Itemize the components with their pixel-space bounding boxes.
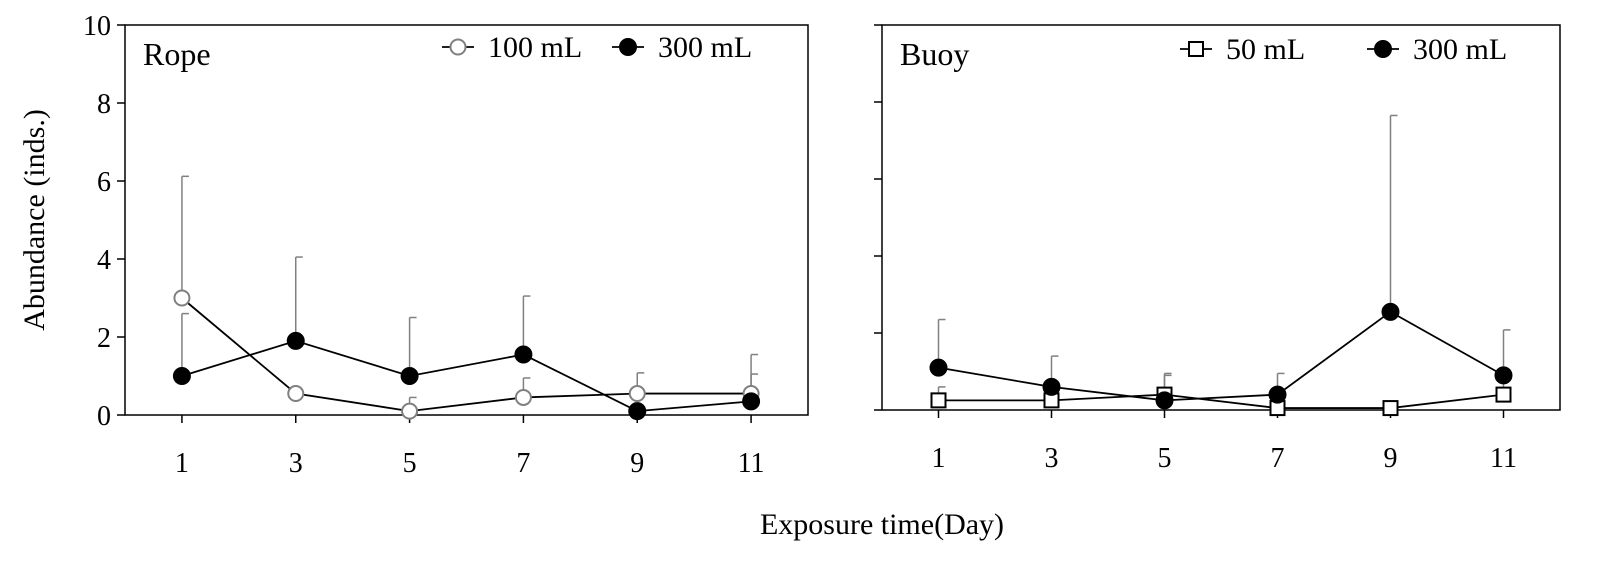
rope-legend-300ml-marker: [619, 38, 637, 56]
rope-legend-100ml-marker: [449, 38, 467, 56]
buoy-series-300ml-point: [1268, 385, 1287, 404]
rope-series-300ml-point: [742, 392, 761, 411]
rope-series-300ml-point: [172, 367, 191, 385]
rope-panel: 0 2 4 6 8 10 1 3 5 7 9 11 Rope 100 mL 300 mL: [83, 11, 809, 479]
buoy-x-tick-label: 5: [1158, 443, 1172, 474]
rope-x-tick-label: 1: [175, 448, 189, 479]
rope-series-300ml-point: [628, 402, 647, 421]
buoy-legend-300ml-label: 300 mL: [1413, 33, 1507, 66]
rope-series-100ml-point: [401, 402, 419, 420]
rope-plot-frame: [124, 24, 809, 416]
buoy-x-tick-label: 1: [932, 443, 946, 474]
rope-y-tick-label: 4: [97, 245, 111, 276]
buoy-plot-frame: [881, 24, 1561, 411]
rope-y-tick-label: 6: [97, 167, 111, 198]
buoy-series-50ml-point: [1495, 386, 1512, 403]
buoy-series-300ml-point: [929, 358, 948, 377]
rope-series-100ml-point: [628, 385, 646, 403]
buoy-series-50ml-line: [938, 393, 1504, 409]
rope-legend-100ml-label: 100 mL: [488, 31, 582, 64]
buoy-series-300ml-point: [1381, 302, 1400, 321]
buoy-series-50ml-point: [930, 392, 947, 409]
rope-y-tick-label: 8: [97, 89, 111, 120]
buoy-series-300ml-point: [1042, 377, 1061, 396]
rope-x-tick-label: 11: [738, 448, 765, 479]
rope-series-300ml-point: [400, 367, 419, 385]
rope-legend-300ml-label: 300 mL: [658, 31, 752, 64]
rope-series-100ml-point: [173, 289, 191, 307]
buoy-x-tick-label: 7: [1271, 443, 1285, 474]
rope-series-100ml-point: [514, 388, 532, 406]
buoy-series-300ml-line: [938, 310, 1504, 402]
buoy-legend-50ml-label: 50 mL: [1226, 33, 1305, 66]
rope-series-100ml-line: [181, 297, 752, 413]
rope-series-300ml-point: [514, 345, 533, 364]
rope-panel-label: Rope: [143, 36, 211, 72]
buoy-x-tick-label: 11: [1490, 443, 1517, 474]
buoy-x-tick-label: 9: [1384, 443, 1398, 474]
buoy-panel-label: Buoy: [900, 36, 969, 72]
rope-series-100ml-point: [287, 385, 305, 403]
buoy-panel: 1 3 5 7 9 11 Buoy 50 mL 300 mL: [874, 24, 1561, 474]
buoy-x-tick-label: 3: [1045, 443, 1059, 474]
y-axis-title: Abundance (inds.): [18, 109, 51, 331]
rope-y-tick-label: 2: [97, 323, 111, 354]
rope-x-tick-label: 5: [403, 448, 417, 479]
buoy-series-300ml-point: [1494, 366, 1513, 385]
rope-x-tick-label: 7: [516, 448, 530, 479]
x-axis-title: Exposure time(Day): [760, 508, 1004, 541]
rope-y-tick-label: 0: [97, 401, 111, 432]
rope-y-tick-label: 10: [83, 11, 111, 42]
buoy-legend-50ml-marker: [1188, 41, 1204, 57]
rope-series-300ml-line: [181, 339, 752, 413]
rope-x-tick-label: 3: [289, 448, 303, 479]
buoy-series-50ml-point: [1382, 400, 1399, 417]
rope-series-300ml-point: [286, 331, 305, 350]
rope-x-tick-label: 9: [630, 448, 644, 479]
buoy-legend-300ml-marker: [1374, 40, 1392, 58]
buoy-series-300ml-point: [1155, 391, 1174, 410]
